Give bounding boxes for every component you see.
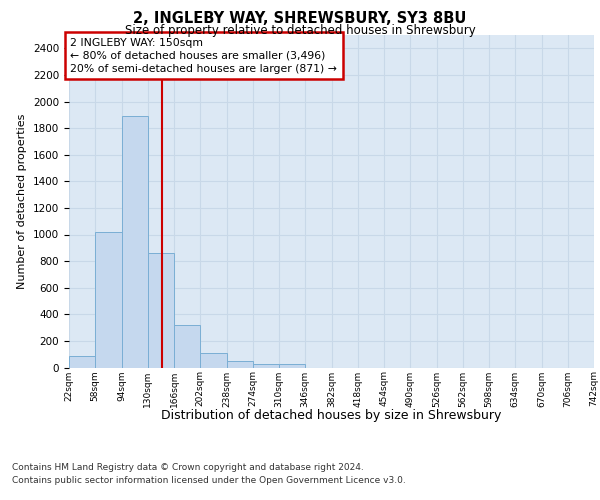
Y-axis label: Number of detached properties: Number of detached properties <box>17 114 28 289</box>
Bar <box>148 253 174 368</box>
Bar <box>69 356 95 368</box>
Text: 2 INGLEBY WAY: 150sqm
← 80% of detached houses are smaller (3,496)
20% of semi-d: 2 INGLEBY WAY: 150sqm ← 80% of detached … <box>70 38 337 74</box>
Bar <box>174 325 200 368</box>
Bar <box>279 364 305 368</box>
Text: Size of property relative to detached houses in Shrewsbury: Size of property relative to detached ho… <box>125 24 475 37</box>
Text: 2, INGLEBY WAY, SHREWSBURY, SY3 8BU: 2, INGLEBY WAY, SHREWSBURY, SY3 8BU <box>133 11 467 26</box>
Bar <box>200 353 227 368</box>
Bar <box>121 116 148 368</box>
Text: Contains HM Land Registry data © Crown copyright and database right 2024.: Contains HM Land Registry data © Crown c… <box>12 464 364 472</box>
Text: Contains public sector information licensed under the Open Government Licence v3: Contains public sector information licen… <box>12 476 406 485</box>
X-axis label: Distribution of detached houses by size in Shrewsbury: Distribution of detached houses by size … <box>161 410 502 422</box>
Bar <box>253 364 279 368</box>
Bar <box>95 232 121 368</box>
Bar <box>227 361 253 368</box>
